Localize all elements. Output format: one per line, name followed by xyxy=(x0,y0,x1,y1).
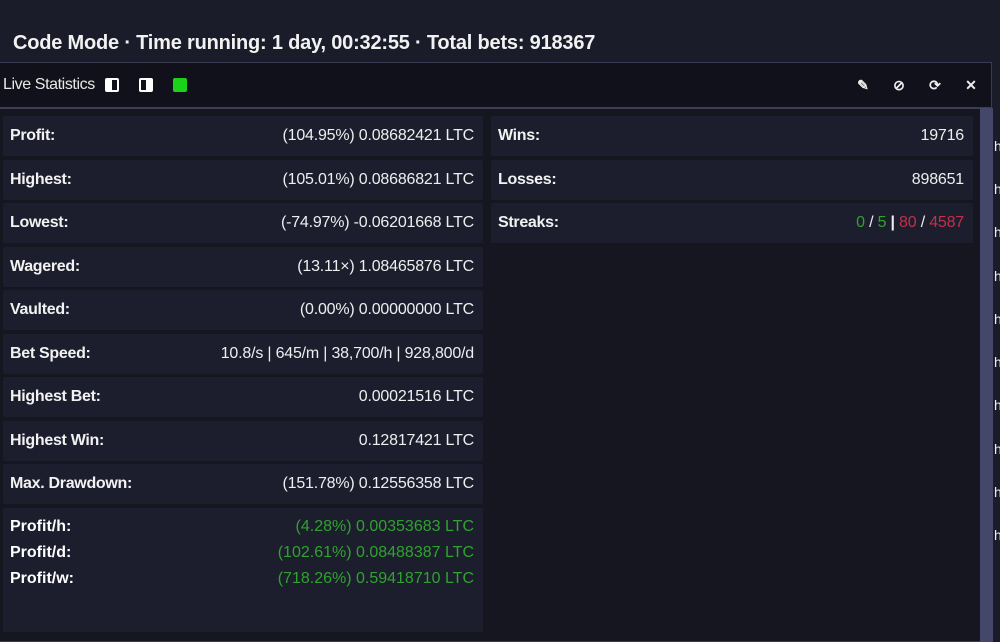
stat-label: Max. Drawdown: xyxy=(10,475,133,492)
stat-bet-speed: Bet Speed: 10.8/s | 645/m | 38,700/h | 92… xyxy=(3,333,483,374)
profit-rates: Profit/h: (4.28%) 0.00353683 LTC Profit/d… xyxy=(3,507,483,632)
side-text: h xyxy=(994,224,1000,240)
stat-lowest: Lowest: (-74.97%) -0.06201668 LTC xyxy=(3,203,483,243)
stat-losses: Losses: 898651 xyxy=(491,159,973,200)
stat-vaulted: Vaulted: (0.00%) 0.00000000 LTC xyxy=(3,290,483,330)
stat-label: Streaks: xyxy=(498,214,559,231)
stat-max-drawdown: Max. Drawdown: (151.78%) 0.12556358 LTC xyxy=(3,464,483,504)
side-text: h xyxy=(994,397,1000,413)
stat-value: 898651 xyxy=(911,170,964,188)
refresh-icon[interactable]: ⟳ xyxy=(929,76,941,93)
right-stats: Wins: 19716 Losses: 898651 Streaks: 0 / 5 … xyxy=(491,116,973,247)
side-text: h xyxy=(994,484,1000,500)
stat-value: (102.61%) 0.08488387 LTC xyxy=(277,543,474,561)
panel-header[interactable]: Live Statistics ✎ ⊘ ⟳ ✕ xyxy=(0,63,991,109)
stat-label: Profit/w: xyxy=(10,569,74,587)
side-text: h xyxy=(994,181,1000,197)
stat-label: Profit: xyxy=(10,127,56,144)
stat-wins: Wins: 19716 xyxy=(491,116,973,156)
page-title: Code Mode · Time running: 1 day, 00:32:5… xyxy=(13,32,596,54)
dock-left-icon[interactable] xyxy=(104,78,119,92)
stat-value: (105.01%) 0.08686821 LTC xyxy=(282,170,475,188)
stat-value: 0.12817421 LTC xyxy=(358,431,474,449)
stat-profit-per-hour: Profit/h: (4.28%) 0.00353683 LTC xyxy=(10,514,474,540)
stat-value: 19716 xyxy=(920,127,965,144)
stat-value: (104.95%) 0.08682421 LTC xyxy=(282,127,475,144)
stat-label: Highest Win: xyxy=(10,431,105,449)
stat-highest-bet: Highest Bet: 0.00021516 LTC xyxy=(3,377,483,417)
live-statistics-panel: Live Statistics ✎ ⊘ ⟳ ✕ Profit: (104.95%)… xyxy=(0,62,992,642)
stat-label: Highest: xyxy=(10,170,72,188)
scrollbar[interactable] xyxy=(980,108,993,642)
side-text: h xyxy=(994,527,1000,543)
stat-value: (-74.97%) -0.06201668 LTC xyxy=(280,214,474,231)
stat-profit-per-day: Profit/d: (102.61%) 0.08488387 LTC xyxy=(10,540,474,566)
hide-icon[interactable]: ⊘ xyxy=(893,76,905,93)
separator: / xyxy=(920,214,925,231)
status-green-icon[interactable] xyxy=(172,78,187,92)
side-text: h xyxy=(994,441,1000,457)
side-text: h xyxy=(994,354,1000,370)
separator: / xyxy=(869,214,874,231)
stat-wagered: Wagered: (13.11×) 1.08465876 LTC xyxy=(3,246,483,287)
loss-streak-current: 80 xyxy=(899,214,917,231)
win-streak-max: 5 xyxy=(877,214,887,231)
edit-icon[interactable]: ✎ xyxy=(857,76,869,93)
stat-highest: Highest: (105.01%) 0.08686821 LTC xyxy=(3,159,483,200)
loss-streak-max: 4587 xyxy=(929,214,964,231)
stat-value: (151.78%) 0.12556358 LTC xyxy=(282,475,475,492)
stat-value: (4.28%) 0.00353683 LTC xyxy=(295,517,474,535)
stat-value: 0.00021516 LTC xyxy=(358,388,474,405)
dock-right-icon[interactable] xyxy=(138,78,153,92)
stat-label: Wins: xyxy=(498,127,540,144)
stat-label: Losses: xyxy=(498,170,557,188)
stat-label: Highest Bet: xyxy=(10,388,101,405)
stat-value: (0.00%) 0.00000000 LTC xyxy=(299,301,474,318)
stat-value: 10.8/s | 645/m | 38,700/h | 928,800/d xyxy=(220,344,474,362)
stat-label: Profit/d: xyxy=(10,543,72,561)
stat-label: Wagered: xyxy=(10,257,80,275)
side-text: h xyxy=(994,138,1000,154)
stat-label: Lowest: xyxy=(10,214,69,231)
stat-value: (13.11×) 1.08465876 LTC xyxy=(297,257,474,275)
streaks-value: 0 / 5 | 80 / 4587 xyxy=(856,214,964,232)
stat-value: (718.26%) 0.59418710 LTC xyxy=(277,569,474,587)
stat-label: Vaulted: xyxy=(10,301,70,318)
side-text: h xyxy=(994,311,1000,327)
stat-label: Bet Speed: xyxy=(10,344,91,362)
stat-profit: Profit: (104.95%) 0.08682421 LTC xyxy=(3,116,483,156)
stat-streaks: Streaks: 0 / 5 | 80 / 4587 xyxy=(491,203,973,243)
panel-title: Live Statistics xyxy=(3,76,95,93)
left-stats: Profit: (104.95%) 0.08682421 LTC Highest:… xyxy=(3,116,483,632)
close-icon[interactable]: ✕ xyxy=(965,76,977,93)
stat-profit-per-week: Profit/w: (718.26%) 0.59418710 LTC xyxy=(10,566,474,592)
side-text: h xyxy=(994,268,1000,284)
stat-label: Profit/h: xyxy=(10,517,72,535)
stat-highest-win: Highest Win: 0.12817421 LTC xyxy=(3,420,483,461)
win-streak-current: 0 xyxy=(856,214,865,231)
separator: | xyxy=(890,214,895,231)
